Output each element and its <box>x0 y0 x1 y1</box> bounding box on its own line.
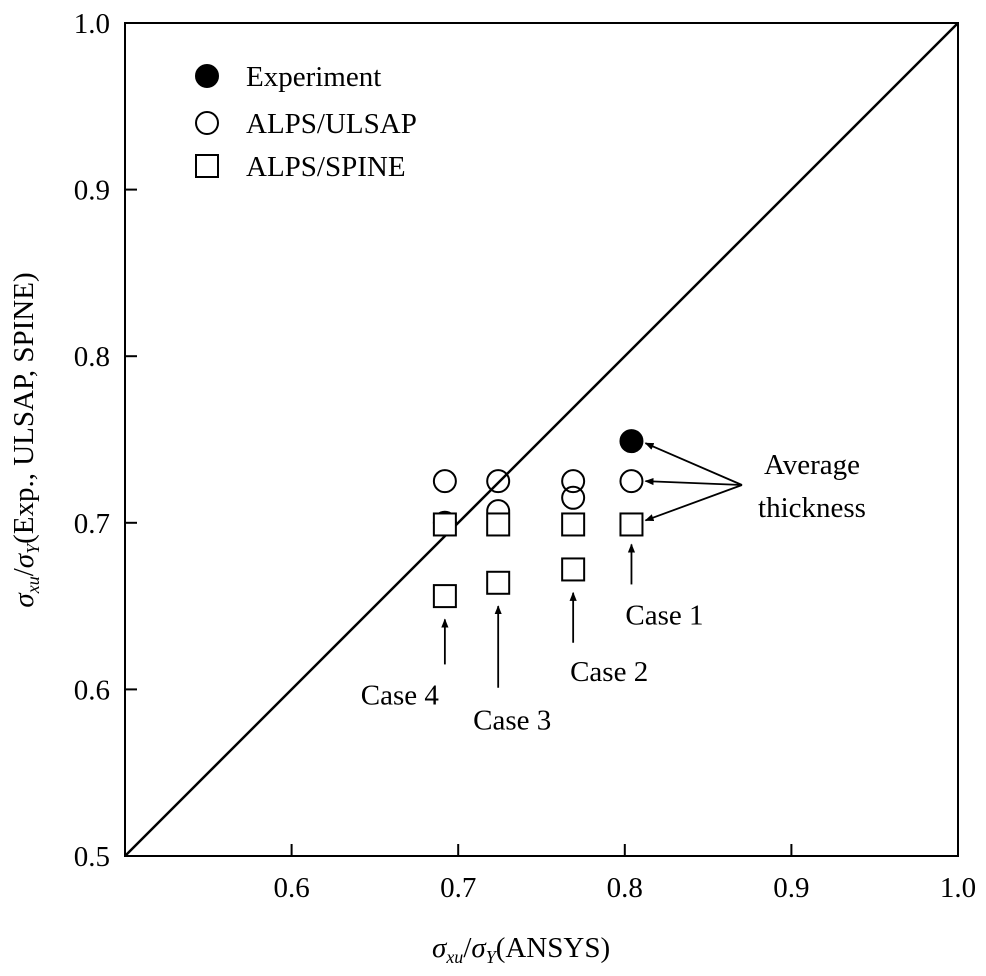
x-tick-label-0: 0.6 <box>273 872 309 904</box>
annotation-arrow-spine <box>644 484 743 522</box>
x-tick-label-1: 0.7 <box>440 872 476 904</box>
y-axis-label-sub-y: Y <box>23 542 43 554</box>
x-tick-label-2: 0.8 <box>607 872 643 904</box>
y-axis-label-sigma: σ <box>8 592 40 608</box>
x-axis-label-sub-y: Y <box>486 947 498 967</box>
case-label-4: Case 4 <box>361 679 440 711</box>
x-tick-label-4: 1.0 <box>940 872 976 904</box>
point-alps-spine-6 <box>619 512 644 537</box>
point-alps-ulsap-2 <box>486 469 511 494</box>
annotation-arrow-ulsap <box>644 477 743 486</box>
point-alps-ulsap-4 <box>561 469 586 494</box>
y-tick-label-3: 0.8 <box>74 341 110 373</box>
y-axis-label-slash: / <box>8 567 40 576</box>
legend-spine-marker <box>195 154 219 178</box>
y-tick-label-0: 0.5 <box>74 841 110 873</box>
y-tick-label-1: 0.6 <box>74 674 110 706</box>
y-tick-label-5: 1.0 <box>74 8 110 40</box>
point-alps-spine-0 <box>432 512 457 537</box>
point-alps-spine-3 <box>486 570 511 595</box>
point-alps-spine-1 <box>432 584 457 609</box>
annotation-average-label: Average <box>764 449 860 481</box>
annotation-thickness-label: thickness <box>758 492 866 524</box>
case-label-3: Case 3 <box>473 704 551 736</box>
point-alps-ulsap-0 <box>432 469 457 494</box>
y-axis-label: σxu/σY(Exp., ULSAP, SPINE) <box>8 272 43 607</box>
x-tick-label-3: 0.9 <box>773 872 809 904</box>
legend-ulsap-marker <box>195 111 219 135</box>
case-label-1: Case 1 <box>625 599 703 631</box>
y-axis-label-sub-xu: xu <box>23 576 43 594</box>
y-axis-label-sigma-2: σ <box>8 552 40 568</box>
point-alps-ulsap-5 <box>561 485 586 510</box>
x-axis-label-sigma-2: σ <box>471 932 487 964</box>
legend-experiment-marker <box>195 64 219 88</box>
reference-line-y-equals-x <box>124 22 959 857</box>
point-alps-spine-2 <box>486 512 511 537</box>
legend-ulsap-label: ALPS/ULSAP <box>246 108 417 140</box>
legend-experiment-label: Experiment <box>246 61 381 93</box>
y-axis-label-rest: (Exp., ULSAP, SPINE) <box>8 272 40 544</box>
plot-frame <box>124 22 959 857</box>
y-tick-label-4: 0.9 <box>74 175 110 207</box>
point-alps-spine-5 <box>561 557 586 582</box>
point-experiment-0 <box>619 429 644 454</box>
point-alps-ulsap-6 <box>619 469 644 494</box>
annotation-arrow-experiment <box>644 442 743 486</box>
y-tick-label-2: 0.7 <box>74 508 110 540</box>
legend: Experiment ALPS/ULSAP ALPS/SPINE <box>195 61 417 183</box>
x-axis-label: σxu/σY(ANSYS) <box>432 932 610 967</box>
x-axis-label-sub-xu: xu <box>445 947 463 967</box>
x-axis-label-rest: (ANSYS) <box>496 932 610 964</box>
point-alps-spine-4 <box>561 512 586 537</box>
x-axis-label-sigma: σ <box>432 932 448 964</box>
x-axis-label-slash: / <box>463 932 472 964</box>
case-label-2: Case 2 <box>570 656 648 688</box>
legend-spine-label: ALPS/SPINE <box>246 151 406 183</box>
